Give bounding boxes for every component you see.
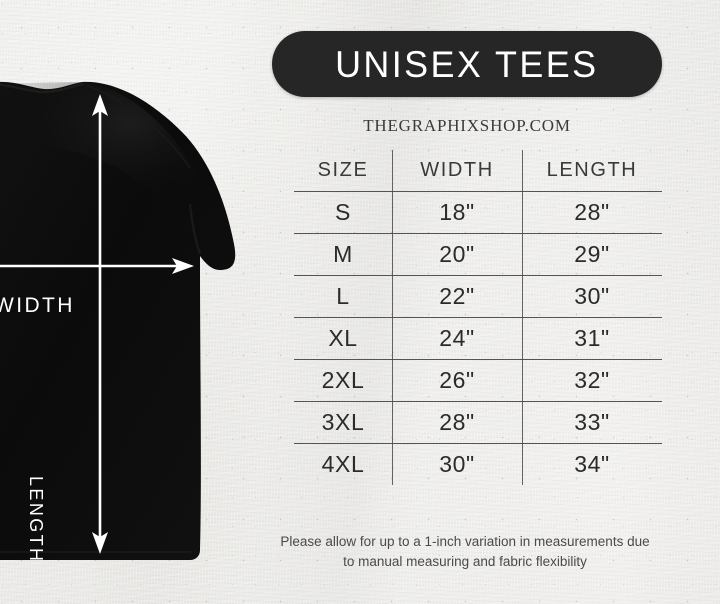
table-hline-head bbox=[294, 191, 662, 192]
table-hline-6 bbox=[294, 443, 662, 444]
measurement-disclaimer: Please allow for up to a 1-inch variatio… bbox=[250, 532, 680, 572]
table-row: L 22" 30" bbox=[294, 275, 662, 317]
table-hline-3 bbox=[294, 317, 662, 318]
cell-size: L bbox=[336, 282, 350, 309]
cell-size: 2XL bbox=[321, 366, 365, 393]
table-hline-4 bbox=[294, 359, 662, 360]
page-title: UNISEX TEES bbox=[335, 43, 599, 85]
cell-length: 34" bbox=[574, 450, 610, 477]
size-table: SIZE WIDTH LENGTH S 18" 28" M 20" 29" L … bbox=[294, 150, 662, 485]
cell-length: 30" bbox=[574, 282, 610, 309]
length-measure-label: LENGTH bbox=[26, 476, 46, 564]
tshirt-sleeve-seam bbox=[188, 203, 202, 255]
table-row: XL 24" 31" bbox=[294, 317, 662, 359]
table-hline-5 bbox=[294, 401, 662, 402]
cell-size: 3XL bbox=[321, 408, 365, 435]
cell-size: S bbox=[335, 198, 351, 225]
table-row: S 18" 28" bbox=[294, 191, 662, 233]
cell-width: 18" bbox=[439, 198, 475, 225]
tshirt-illustration: WIDTH LENGTH bbox=[0, 58, 252, 574]
column-header-width: WIDTH bbox=[420, 159, 494, 181]
cell-size: XL bbox=[328, 324, 358, 351]
tshirt-shoulder-seam bbox=[85, 84, 191, 169]
website-url: THEGRAPHIXSHOP.COM bbox=[363, 116, 571, 135]
width-arrow-right-head bbox=[172, 258, 194, 274]
cell-length: 28" bbox=[574, 198, 610, 225]
title-banner: UNISEX TEES bbox=[272, 31, 662, 97]
table-row: 2XL 26" 32" bbox=[294, 359, 662, 401]
column-header-size: SIZE bbox=[317, 159, 369, 181]
table-row: 3XL 28" 33" bbox=[294, 401, 662, 443]
table-hline-2 bbox=[294, 275, 662, 276]
table-gridlines bbox=[294, 150, 662, 485]
length-arrow-up-head bbox=[92, 94, 108, 116]
table-header-row: SIZE WIDTH LENGTH bbox=[294, 150, 662, 191]
cell-size: 4XL bbox=[321, 450, 365, 477]
cell-length: 31" bbox=[574, 324, 610, 351]
cell-size: M bbox=[333, 240, 353, 267]
cell-width: 20" bbox=[439, 240, 475, 267]
cell-width: 26" bbox=[439, 366, 475, 393]
cell-width: 22" bbox=[439, 282, 475, 309]
width-measure-label: WIDTH bbox=[0, 294, 75, 317]
tshirt-svg bbox=[0, 81, 236, 560]
tshirt-sheen bbox=[0, 82, 231, 269]
disclaimer-line-1: Please allow for up to a 1-inch variatio… bbox=[280, 534, 650, 549]
cell-length: 33" bbox=[574, 408, 610, 435]
table-row: 4XL 30" 34" bbox=[294, 443, 662, 485]
table-row: M 20" 29" bbox=[294, 233, 662, 275]
table-hline-1 bbox=[294, 233, 662, 234]
cell-width: 24" bbox=[439, 324, 475, 351]
cell-width: 30" bbox=[439, 450, 475, 477]
disclaimer-line-2: to manual measuring and fabric flexibili… bbox=[343, 554, 587, 569]
column-header-length: LENGTH bbox=[546, 159, 638, 181]
tshirt-collar bbox=[0, 82, 85, 94]
cell-length: 29" bbox=[574, 240, 610, 267]
length-arrow-down-head bbox=[92, 532, 108, 554]
cell-length: 32" bbox=[574, 366, 610, 393]
cell-width: 28" bbox=[439, 408, 475, 435]
